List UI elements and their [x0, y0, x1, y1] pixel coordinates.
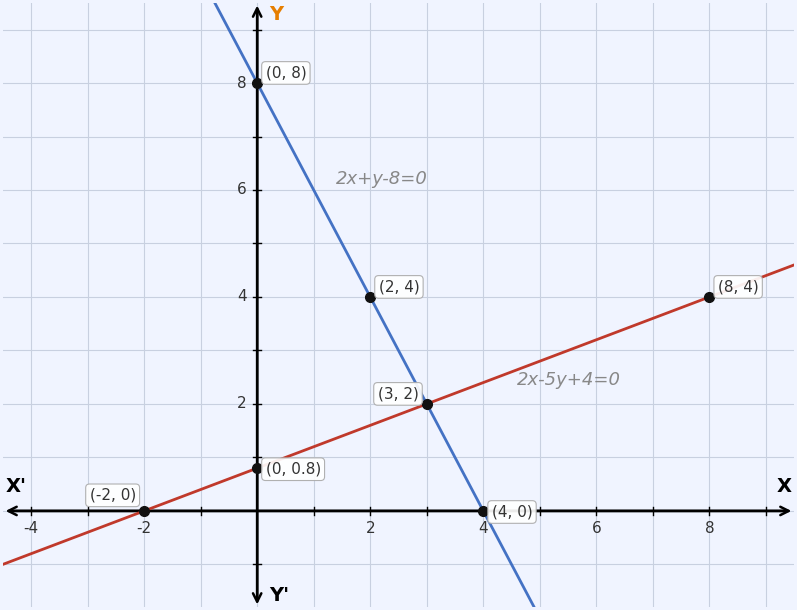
Text: 4: 4 — [238, 290, 247, 304]
Text: X: X — [776, 477, 791, 496]
Text: Y': Y' — [269, 586, 290, 605]
Text: 8: 8 — [238, 76, 247, 90]
Text: (0, 0.8): (0, 0.8) — [265, 462, 320, 476]
Text: X': X' — [6, 477, 26, 496]
Text: (3, 2): (3, 2) — [378, 386, 418, 401]
Text: 6: 6 — [238, 182, 247, 198]
Text: 6: 6 — [591, 520, 601, 536]
Text: 4: 4 — [478, 520, 488, 536]
Text: (8, 4): (8, 4) — [718, 279, 759, 295]
Text: 2x-5y+4=0: 2x-5y+4=0 — [517, 371, 621, 389]
Text: -4: -4 — [23, 520, 38, 536]
Text: (2, 4): (2, 4) — [379, 279, 419, 295]
Text: 2: 2 — [238, 396, 247, 412]
Text: (-2, 0): (-2, 0) — [89, 488, 135, 503]
Text: Y: Y — [269, 5, 284, 24]
Text: 2x+y-8=0: 2x+y-8=0 — [336, 170, 428, 188]
Text: (4, 0): (4, 0) — [492, 504, 532, 520]
Text: (0, 8): (0, 8) — [265, 65, 306, 81]
Text: 2: 2 — [365, 520, 375, 536]
Text: 8: 8 — [705, 520, 714, 536]
Text: -2: -2 — [136, 520, 151, 536]
